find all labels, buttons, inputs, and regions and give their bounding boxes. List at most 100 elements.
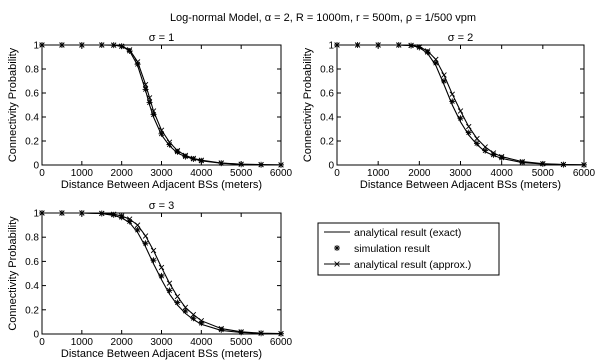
x-tick-label: 1000 (367, 168, 390, 179)
point-approx (158, 264, 165, 271)
y-axis-label: Connectivity Probability (7, 216, 19, 331)
x-tick-label: 6000 (270, 337, 293, 348)
y-tick-label: 0 (33, 330, 39, 341)
y-tick-label: 0.4 (320, 113, 334, 124)
point-approx (433, 56, 439, 63)
x-tick-label: 2000 (408, 168, 431, 179)
point-approx (334, 42, 340, 48)
x-tick-label: 5000 (230, 168, 253, 179)
point-approx (99, 210, 105, 217)
point-approx (354, 42, 361, 48)
point-approx (126, 47, 133, 53)
x-tick-label: 3000 (449, 168, 472, 179)
point-approx (134, 222, 141, 228)
legend-asterisk-swatch (334, 245, 340, 251)
subplot-sigma-3: 0 1000 2000 3000 4000 5000 6000 0 0.2 0.4 0.6 0.8 1 σ… (7, 200, 293, 360)
y-axis-label: Connectivity Probability (302, 47, 314, 162)
point-approx (118, 43, 125, 49)
point-approx (150, 108, 157, 114)
y-tick-label: 1 (33, 41, 39, 52)
legend-entry: simulation result (334, 243, 430, 255)
point-simulation (190, 315, 197, 322)
y-tick-label: 0 (33, 161, 39, 172)
series-line-approx (337, 44, 585, 166)
point-approx (396, 42, 402, 48)
x-axis-label: Distance Between Adjacent BSs (meters) (61, 348, 262, 360)
point-approx (142, 233, 149, 239)
x-tick-label: 0 (334, 168, 340, 179)
y-tick-label: 0.6 (25, 89, 39, 100)
point-approx (198, 157, 205, 163)
figure-suptitle: Log-normal Model, α = 2, R = 1000m, r = … (170, 12, 476, 24)
point-approx (134, 59, 141, 65)
point-approx (118, 213, 125, 219)
series-approx (39, 42, 284, 168)
point-approx (375, 42, 381, 48)
plot-area (336, 44, 585, 166)
x-tick-label: 1000 (71, 168, 94, 179)
point-approx (59, 42, 65, 48)
point-simulation (449, 98, 456, 105)
point-approx (182, 152, 189, 159)
x-tick-label: 6000 (270, 168, 293, 179)
x-tick-label: 6000 (573, 168, 596, 179)
point-approx (150, 247, 157, 254)
point-approx (474, 135, 480, 142)
point-approx (174, 293, 181, 300)
point-approx (449, 91, 455, 97)
point-approx (174, 147, 181, 154)
y-tick-label: 1 (33, 209, 39, 220)
y-tick-label: 0.4 (25, 113, 39, 124)
point-approx (190, 311, 197, 318)
x-tick-label: 2000 (111, 168, 134, 179)
point-simulation (142, 240, 149, 247)
point-approx (540, 160, 546, 167)
y-tick-label: 0.2 (25, 305, 39, 316)
point-approx (457, 108, 464, 114)
point-approx (441, 72, 447, 78)
x-tick-label: 4000 (491, 168, 514, 179)
point-approx (142, 81, 149, 88)
legend-entry: analytical result (exact) (324, 227, 461, 239)
legend: analytical result (exact) simulation resu… (317, 222, 500, 276)
x-tick-label: 0 (39, 337, 45, 348)
point-approx (238, 329, 244, 335)
y-tick-label: 0.8 (25, 65, 39, 76)
point-approx (466, 123, 472, 130)
subplot-title: σ = 1 (149, 32, 174, 44)
point-approx (424, 48, 431, 54)
x-tick-label: 4000 (190, 168, 213, 179)
y-tick-label: 0.4 (25, 281, 39, 292)
point-approx (59, 210, 65, 216)
point-simulation (465, 129, 472, 136)
point-simulation (150, 257, 157, 264)
point-simulation (473, 140, 480, 147)
point-approx (126, 216, 133, 222)
point-simulation (182, 308, 189, 315)
x-tick-label: 5000 (532, 168, 555, 179)
point-approx (581, 162, 587, 168)
point-approx (198, 317, 205, 324)
point-approx (166, 280, 173, 286)
point-approx (278, 330, 284, 337)
point-approx (238, 161, 244, 167)
y-tick-label: 0.6 (25, 257, 39, 268)
point-approx (79, 210, 85, 216)
subplot-title: σ = 3 (149, 200, 174, 212)
point-approx (498, 153, 505, 160)
point-simulation (134, 226, 141, 233)
x-tick-label: 0 (39, 168, 45, 179)
point-approx (482, 144, 488, 150)
point-simulation (158, 272, 165, 279)
x-tick-label: 5000 (230, 337, 253, 348)
y-tick-label: 0.8 (25, 233, 39, 244)
point-simulation (150, 111, 157, 118)
point-approx (158, 127, 165, 133)
x-tick-label: 3000 (150, 337, 173, 348)
point-approx (560, 161, 567, 168)
y-tick-label: 0.8 (320, 65, 334, 76)
x-axis-label: Distance Between Adjacent BSs (meters) (360, 179, 561, 191)
point-approx (182, 304, 189, 311)
point-approx (258, 161, 264, 168)
